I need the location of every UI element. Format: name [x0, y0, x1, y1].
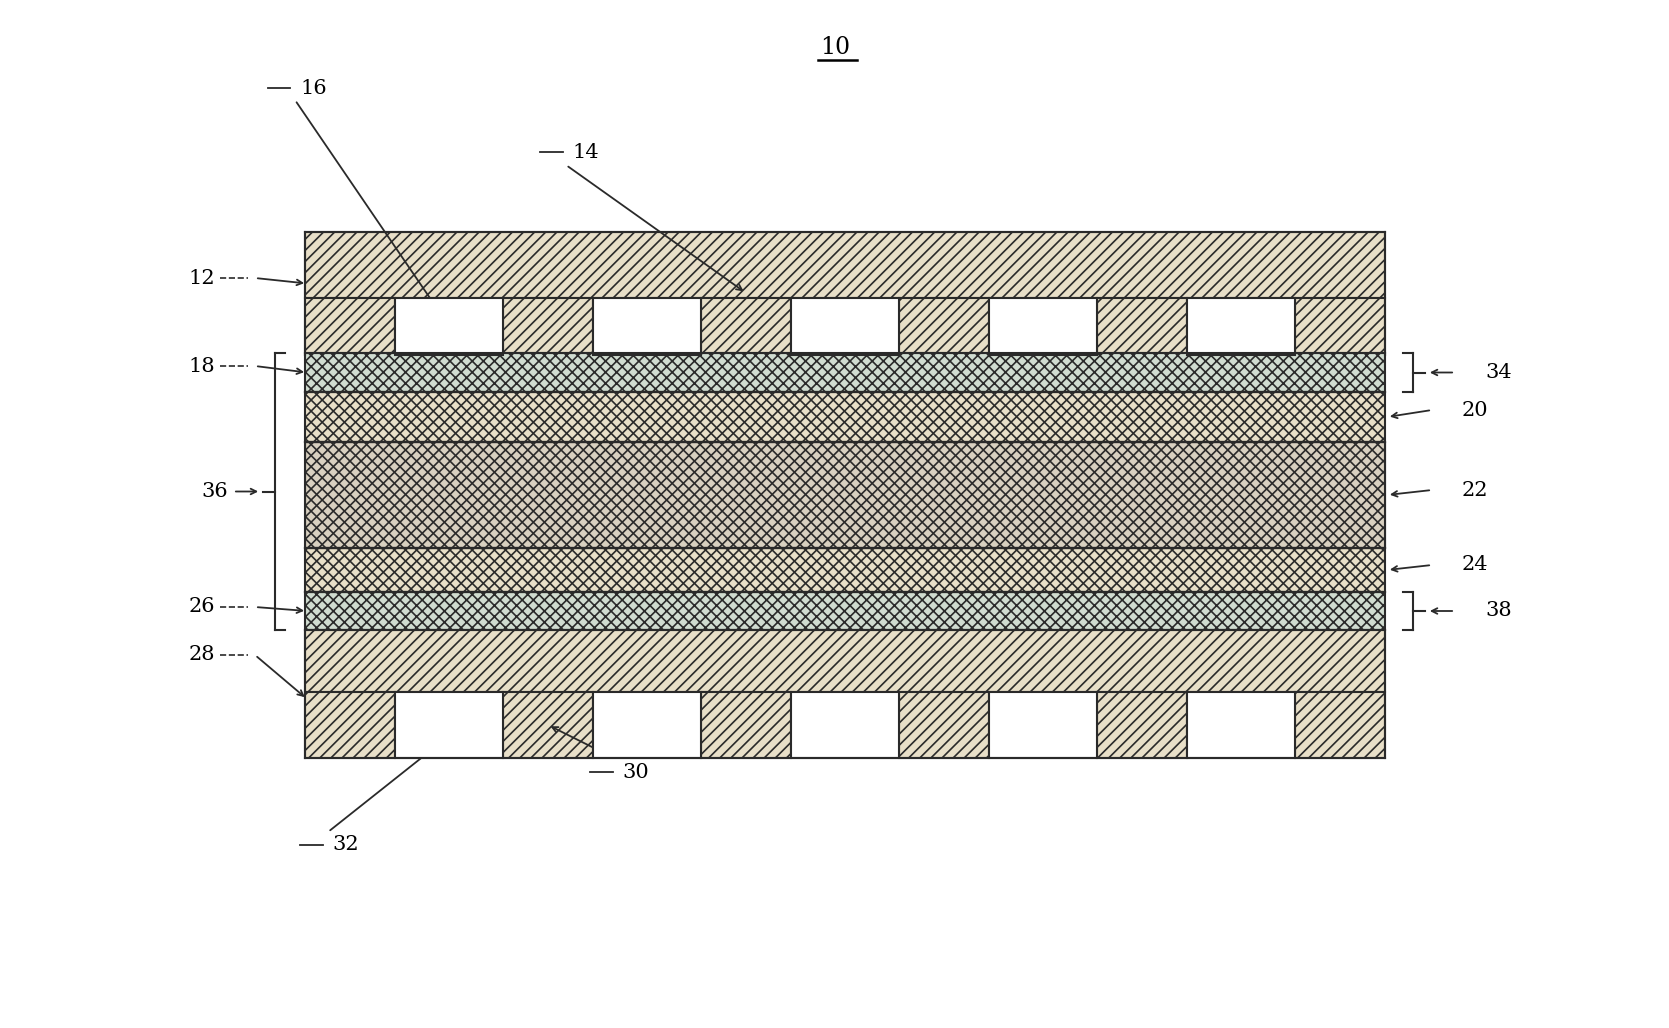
Bar	[1295, 692, 1385, 758]
Bar	[305, 692, 396, 758]
Text: 38: 38	[1485, 601, 1512, 621]
Bar	[305, 442, 1385, 548]
Text: 34: 34	[1485, 363, 1512, 382]
Bar	[990, 692, 1097, 758]
Bar	[1097, 298, 1187, 355]
Bar	[305, 548, 1385, 592]
Bar	[1295, 298, 1385, 355]
Bar	[502, 692, 592, 758]
Bar	[592, 692, 701, 758]
Bar	[900, 298, 990, 355]
Text: 20: 20	[1462, 401, 1489, 419]
Text: 32: 32	[332, 836, 359, 854]
Text: 30: 30	[623, 763, 649, 781]
Bar	[396, 692, 502, 758]
Text: 24: 24	[1462, 555, 1489, 575]
Text: 28: 28	[189, 646, 215, 664]
Bar	[592, 298, 701, 355]
Bar	[1097, 692, 1187, 758]
Bar	[305, 442, 1385, 548]
Bar	[305, 630, 1385, 692]
Text: 26: 26	[189, 597, 215, 617]
Bar	[701, 298, 791, 355]
Bar	[502, 298, 592, 355]
Bar	[990, 298, 1097, 355]
Text: 18: 18	[189, 357, 215, 375]
Bar	[791, 298, 900, 355]
Bar	[701, 692, 791, 758]
Bar	[396, 298, 502, 355]
Bar	[305, 548, 1385, 592]
Bar	[1187, 298, 1295, 355]
Bar	[305, 592, 1385, 630]
Bar	[305, 392, 1385, 442]
Bar	[305, 298, 396, 355]
Bar	[305, 353, 1385, 392]
Text: 12: 12	[189, 268, 215, 288]
Bar	[791, 692, 900, 758]
Bar	[900, 692, 990, 758]
Text: 36: 36	[202, 482, 229, 501]
Text: 22: 22	[1462, 480, 1489, 500]
Text: 16: 16	[300, 78, 327, 98]
Text: 14: 14	[572, 143, 599, 161]
Bar	[1187, 692, 1295, 758]
Bar	[305, 232, 1385, 298]
Bar	[305, 392, 1385, 442]
Text: 10: 10	[819, 37, 850, 60]
